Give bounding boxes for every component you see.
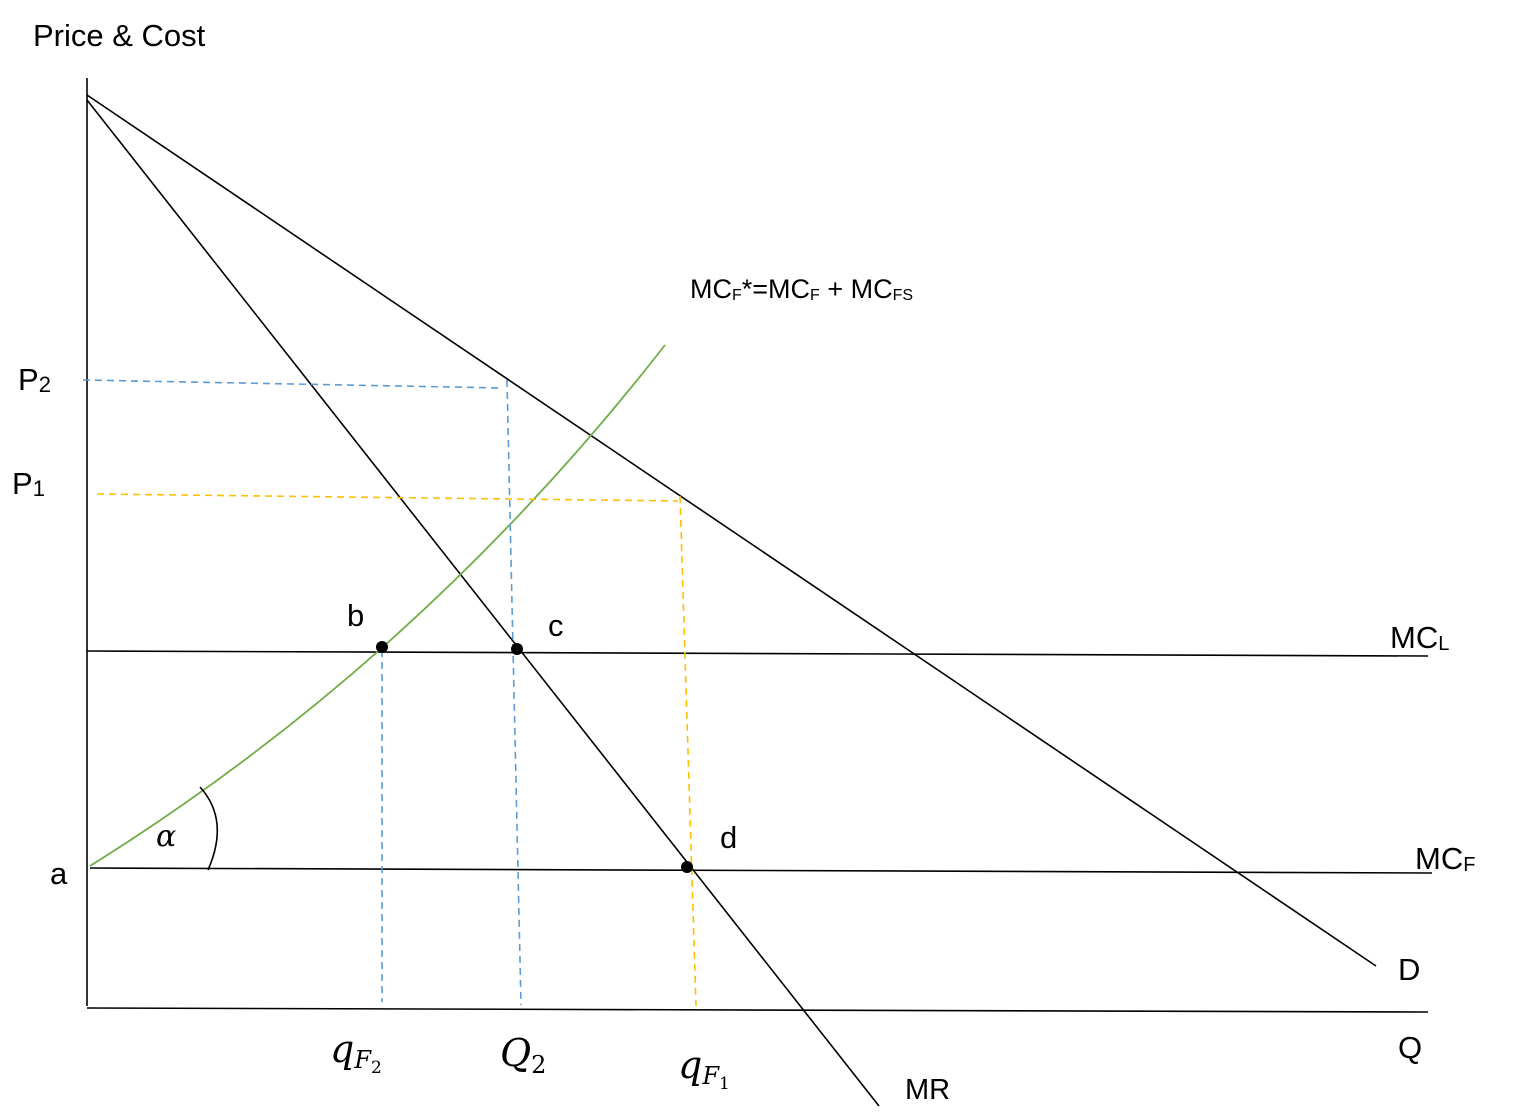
mcf-sub: F (1463, 854, 1475, 876)
qf2-sub: F (353, 1046, 372, 1074)
mcf-star-base: MC (690, 274, 732, 304)
p2-sub: 2 (39, 372, 51, 397)
a-label: a (50, 856, 68, 891)
mcf-star-mid: *=MC (742, 274, 810, 304)
demand-curve (86, 94, 1377, 967)
p1-sub: 1 (33, 476, 45, 501)
qf2-base: q (330, 1027, 354, 1071)
mcl-sub: L (1438, 633, 1449, 655)
qf1-subsub: 1 (719, 1074, 730, 1094)
p2-horizontal-guide (82, 379, 504, 389)
mcf-line (89, 867, 1433, 874)
p2-base: P (18, 362, 39, 397)
mcf-star-sub1: F (732, 287, 742, 304)
qf1-label: qF1 (678, 1043, 730, 1094)
demand-label: D (1398, 952, 1420, 987)
alpha-label: α (156, 819, 176, 854)
qf2-label: qF2 (330, 1027, 382, 1078)
q2-sub: 2 (531, 1051, 546, 1079)
point-c (511, 643, 523, 655)
qf1-base: q (678, 1043, 702, 1087)
q2-label: Q2 (500, 1031, 546, 1079)
p1-horizontal-guide (96, 493, 679, 502)
point-b-label: b (347, 598, 364, 633)
point-d-label: d (720, 820, 737, 855)
mcf-label: MCF (1415, 841, 1475, 876)
point-b (376, 641, 388, 653)
mcl-base: MC (1390, 620, 1438, 655)
mcf-star-plus: + MC (820, 274, 893, 304)
x-axis-label: Q (1398, 1030, 1422, 1065)
mcf-star-label: MCF*=MCF + MCFS (690, 274, 913, 304)
p1-base: P (12, 466, 33, 501)
alpha-angle-arc (199, 786, 219, 871)
mcf-star-sub3: FS (893, 287, 913, 304)
y-axis-label: Price & Cost (33, 18, 206, 53)
qf1-vertical-guide (679, 495, 697, 1007)
x-axis (86, 1007, 1429, 1013)
qf1-sub: F (701, 1062, 720, 1090)
point-d (681, 861, 693, 873)
mcl-line (86, 650, 1429, 657)
p2-label: P2 (18, 362, 51, 397)
qf2-subsub: 2 (371, 1058, 382, 1078)
mr-curve (86, 99, 880, 1107)
mcf-star-curve (89, 344, 666, 867)
mcf-star-sub2: F (810, 287, 820, 304)
point-c-label: c (548, 608, 564, 643)
q2-vertical-guide (506, 379, 522, 1006)
p1-label: P1 (12, 466, 45, 501)
mr-label: MR (905, 1074, 950, 1106)
q2-base: Q (500, 1031, 531, 1075)
mcl-label: MCL (1390, 620, 1449, 655)
mcf-base: MC (1415, 841, 1463, 876)
